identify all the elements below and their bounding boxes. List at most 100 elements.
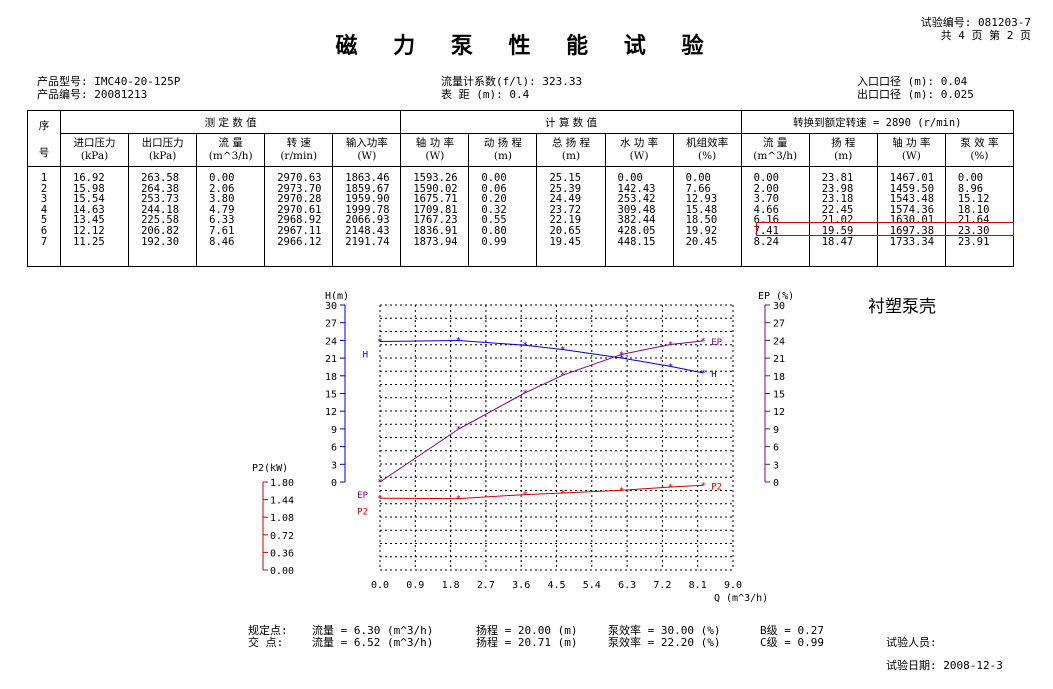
table-cell: 0.06	[481, 182, 507, 195]
x-tick-label: 2.7	[477, 580, 495, 591]
test-data-table: 序号 测 定 数 值 计 算 数 值 转换到额定转速 = 2890 (r/min…	[26, 110, 1015, 267]
table-cell: 225.58	[141, 214, 180, 227]
column-header: 轴 功 率 (W)	[876, 133, 946, 167]
table-cell: 2973.70	[277, 182, 322, 195]
table-cell: 264.38	[141, 182, 180, 195]
table-cell: 23.18	[821, 193, 854, 206]
x-tick-label: 0.0	[371, 580, 389, 591]
ep-tick-label: 3	[773, 460, 779, 471]
table-cell: 1543.48	[889, 193, 935, 206]
column-header: 轴 功 率 (W)	[400, 133, 470, 167]
table-cell: 19.92	[685, 224, 718, 237]
table-cell: 263.58	[141, 172, 180, 184]
h-tick-label: 21	[325, 354, 337, 365]
table-cell: 1	[40, 172, 48, 184]
cross-flow: 流量 = 6.52 (m^3/h)	[312, 636, 434, 649]
table-cell: 25.39	[549, 182, 582, 195]
data-column: 1593.26 1590.02 1675.71 1709.81 1767.23 1836.…	[400, 166, 470, 267]
table-cell: 1959.90	[345, 193, 390, 206]
table-cell: 22.45	[821, 203, 854, 216]
table-cell: 23.72	[549, 203, 582, 216]
table-cell: 0.20	[481, 193, 507, 206]
data-column: 2970.63 2973.70 2970.28 2970.61 2968.92 2967.…	[264, 166, 334, 267]
p2-tick-label: 0.36	[270, 548, 294, 559]
report-number: 试验编号: 081203-7	[920, 16, 1031, 29]
data-point-marker: *	[668, 341, 673, 351]
table-cell: 8.96	[957, 182, 984, 195]
data-point-marker: *	[560, 371, 565, 381]
calc-group-header: 计 算 数 值	[400, 110, 742, 134]
table-cell: 1467.01	[889, 172, 935, 184]
column-header: 泵 效 率 (%)	[944, 133, 1015, 167]
table-cell: 1697.38	[889, 224, 935, 237]
table-cell: 7.41	[753, 224, 779, 237]
series-label-end: P2	[711, 482, 722, 492]
table-cell: 244.18	[141, 203, 180, 216]
table-cell: 1593.26	[413, 172, 458, 184]
ep-tick-label: 0	[773, 478, 779, 489]
table-cell: 8.46	[209, 235, 235, 248]
data-point-marker: *	[619, 486, 624, 496]
spec-point-label: 规定点:	[248, 624, 288, 637]
p2-axis-label: P2(kW)	[252, 463, 288, 474]
column-header: 输入功率 (W)	[332, 133, 402, 167]
data-point-marker: *	[560, 346, 565, 356]
series-label-start: H	[363, 351, 368, 361]
table-cell: 192.30	[141, 235, 180, 248]
table-cell: 253.42	[617, 193, 656, 206]
table-cell: 7.66	[685, 182, 711, 195]
h-tick-label: 27	[325, 319, 337, 330]
table-cell: 13.45	[73, 214, 105, 227]
series-label-start: P2	[357, 507, 368, 517]
table-cell: 6	[40, 224, 48, 237]
data-point-marker: *	[456, 425, 461, 435]
x-tick-label: 9.0	[724, 580, 742, 591]
table-cell: 15.12	[957, 193, 990, 206]
ep-tick-label: 21	[773, 354, 785, 365]
x-tick-label: 7.2	[653, 580, 671, 591]
ep-tick-label: 24	[773, 336, 785, 347]
data-point-marker: *	[522, 341, 527, 351]
table-cell: 24.49	[549, 193, 582, 206]
table-cell: 18.47	[821, 235, 854, 248]
table-cell: 448.15	[617, 235, 656, 248]
table-cell: 1999.78	[345, 203, 390, 216]
table-cell: 8.24	[753, 235, 779, 248]
table-cell: 206.82	[141, 224, 180, 237]
table-cell: 2970.28	[277, 193, 322, 206]
column-header: 出口压力 (kPa)	[128, 133, 198, 167]
ep-tick-label: 15	[773, 390, 785, 401]
table-cell: 1574.36	[889, 203, 935, 216]
table-cell: 2148.43	[345, 224, 390, 237]
x-tick-label: 8.1	[689, 580, 707, 591]
data-column: 25.15 25.39 24.49 23.72 22.19 20.65 19.45	[536, 166, 606, 267]
table-cell: 22.19	[549, 214, 582, 227]
column-header: 机组效率 (%)	[672, 133, 742, 167]
h-tick-label: 18	[325, 372, 337, 383]
table-cell: 1767.23	[413, 214, 458, 227]
table-cell: 1675.71	[413, 193, 458, 206]
table-cell: 6.16	[753, 214, 779, 227]
table-cell: 2970.61	[277, 203, 322, 216]
column-header: 水 功 率 (W)	[604, 133, 674, 167]
cross-point-label: 交 点:	[248, 636, 284, 649]
table-cell: 14.63	[73, 203, 105, 216]
data-point-marker: *	[456, 337, 461, 347]
data-point-marker: *	[377, 338, 382, 348]
h-tick-label: 12	[325, 407, 337, 418]
table-cell: 0.80	[481, 224, 507, 237]
table-cell: 1859.67	[345, 182, 390, 195]
measured-group-header: 测 定 数 值	[60, 110, 402, 134]
column-header: 流 量 (m^3/h)	[740, 133, 810, 167]
seq-header: 序号	[26, 110, 62, 167]
flow-coefficient: 流量计系数(f/l): 323.33	[441, 75, 583, 88]
data-point-marker: *	[456, 495, 461, 505]
data-point-marker: *	[700, 337, 705, 347]
ep-tick-label: 12	[773, 407, 785, 418]
data-point-marker: *	[700, 369, 705, 379]
table-cell: 15.54	[73, 193, 105, 206]
table-cell: 428.05	[617, 224, 656, 237]
table-cell: 382.44	[617, 214, 656, 227]
